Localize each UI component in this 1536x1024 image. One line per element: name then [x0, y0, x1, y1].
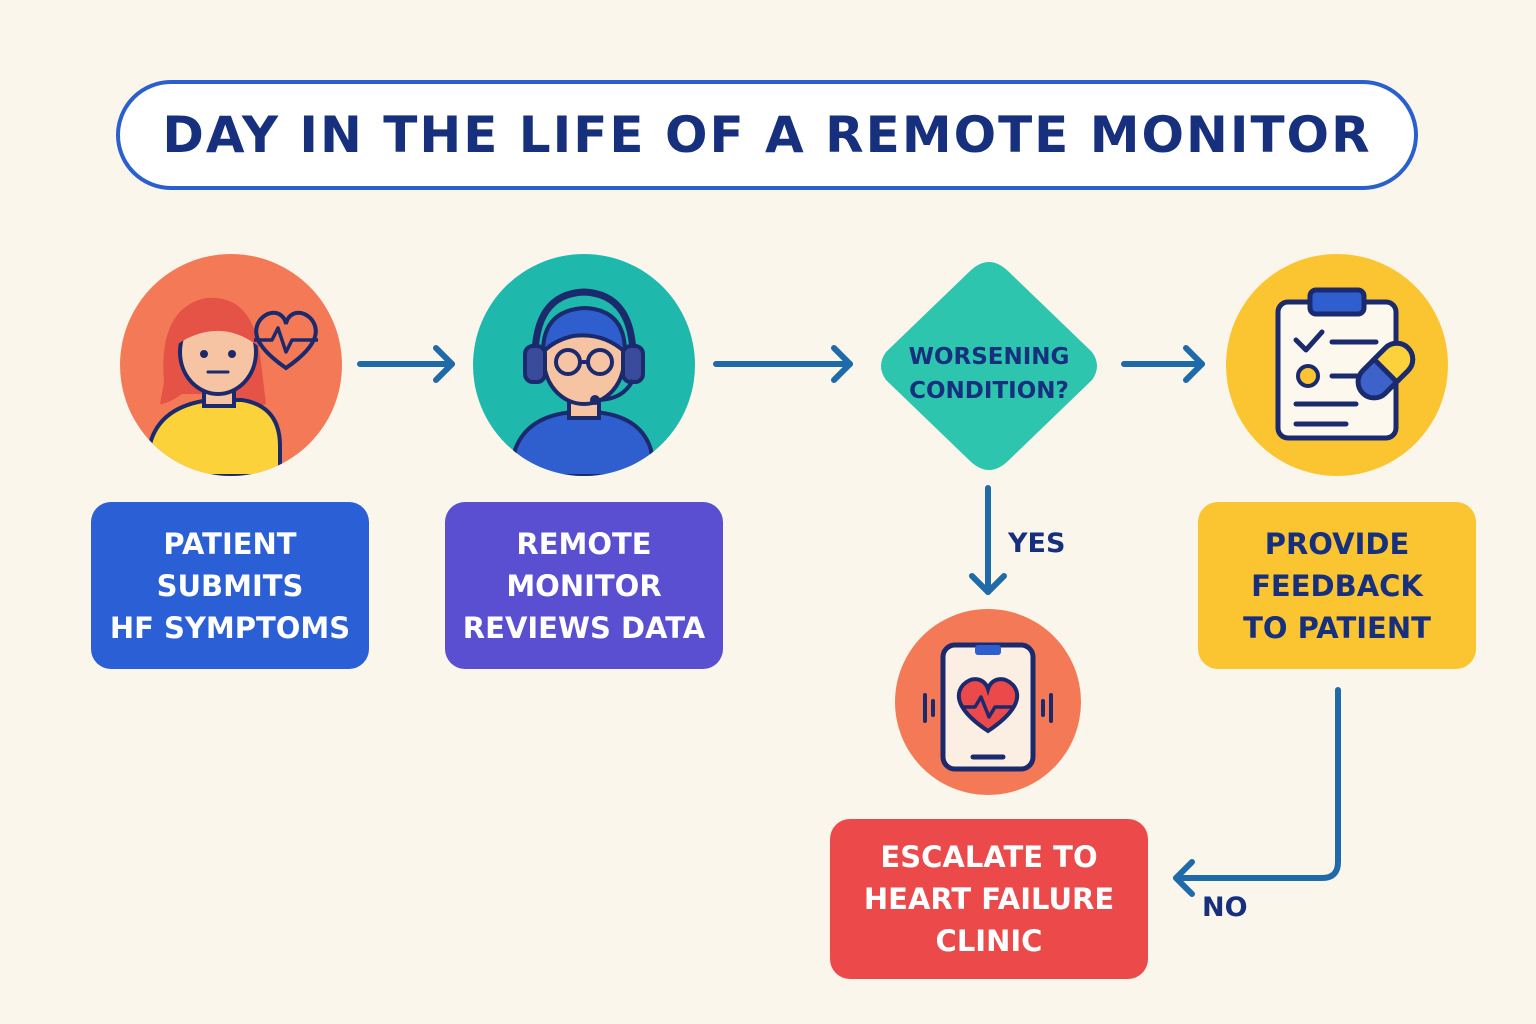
escalate-step-box: ESCALATE TO HEART FAILURE CLINIC: [830, 819, 1148, 979]
no-edge-label: NO: [1202, 892, 1248, 923]
monitor-circle: [473, 254, 695, 476]
patient-with-heart-icon: [143, 297, 318, 476]
headset-operator-icon: [508, 288, 658, 476]
decision-diamond: [881, 262, 1097, 470]
arrow-decision-to-feedback: [1121, 345, 1205, 383]
monitor-step-label: REMOTE MONITOR REVIEWS DATA: [462, 526, 706, 645]
clipboard-pill-icon: [1275, 287, 1416, 441]
arrow-monitor-to-decision: [713, 345, 853, 383]
title-banner: DAY IN THE LIFE OF A REMOTE MONITOR: [116, 80, 1418, 190]
monitor-step-box: REMOTE MONITOR REVIEWS DATA: [445, 502, 723, 669]
patient-circle: [120, 254, 342, 476]
feedback-step-label: PROVIDE FEEDBACK TO PATIENT: [1243, 526, 1431, 645]
feedback-step-box: PROVIDE FEEDBACK TO PATIENT: [1198, 502, 1476, 669]
escalate-circle: [895, 609, 1081, 795]
arrow-feedback-no-to-escalate: [1173, 687, 1341, 897]
patient-step-box: PATIENT SUBMITS HF SYMPTOMS: [91, 502, 369, 669]
yes-edge-label: YES: [1008, 528, 1066, 559]
escalate-step-label: ESCALATE TO HEART FAILURE CLINIC: [863, 840, 1115, 958]
phone-heart-icon: [923, 642, 1053, 772]
feedback-circle: [1226, 254, 1448, 476]
patient-step-label: PATIENT SUBMITS HF SYMPTOMS: [109, 526, 351, 645]
arrow-patient-to-monitor: [357, 345, 455, 383]
decision-label: WORSENING CONDITION?: [908, 344, 1070, 404]
page-title: DAY IN THE LIFE OF A REMOTE MONITOR: [162, 106, 1372, 164]
arrow-decision-yes-down: [969, 485, 1007, 595]
